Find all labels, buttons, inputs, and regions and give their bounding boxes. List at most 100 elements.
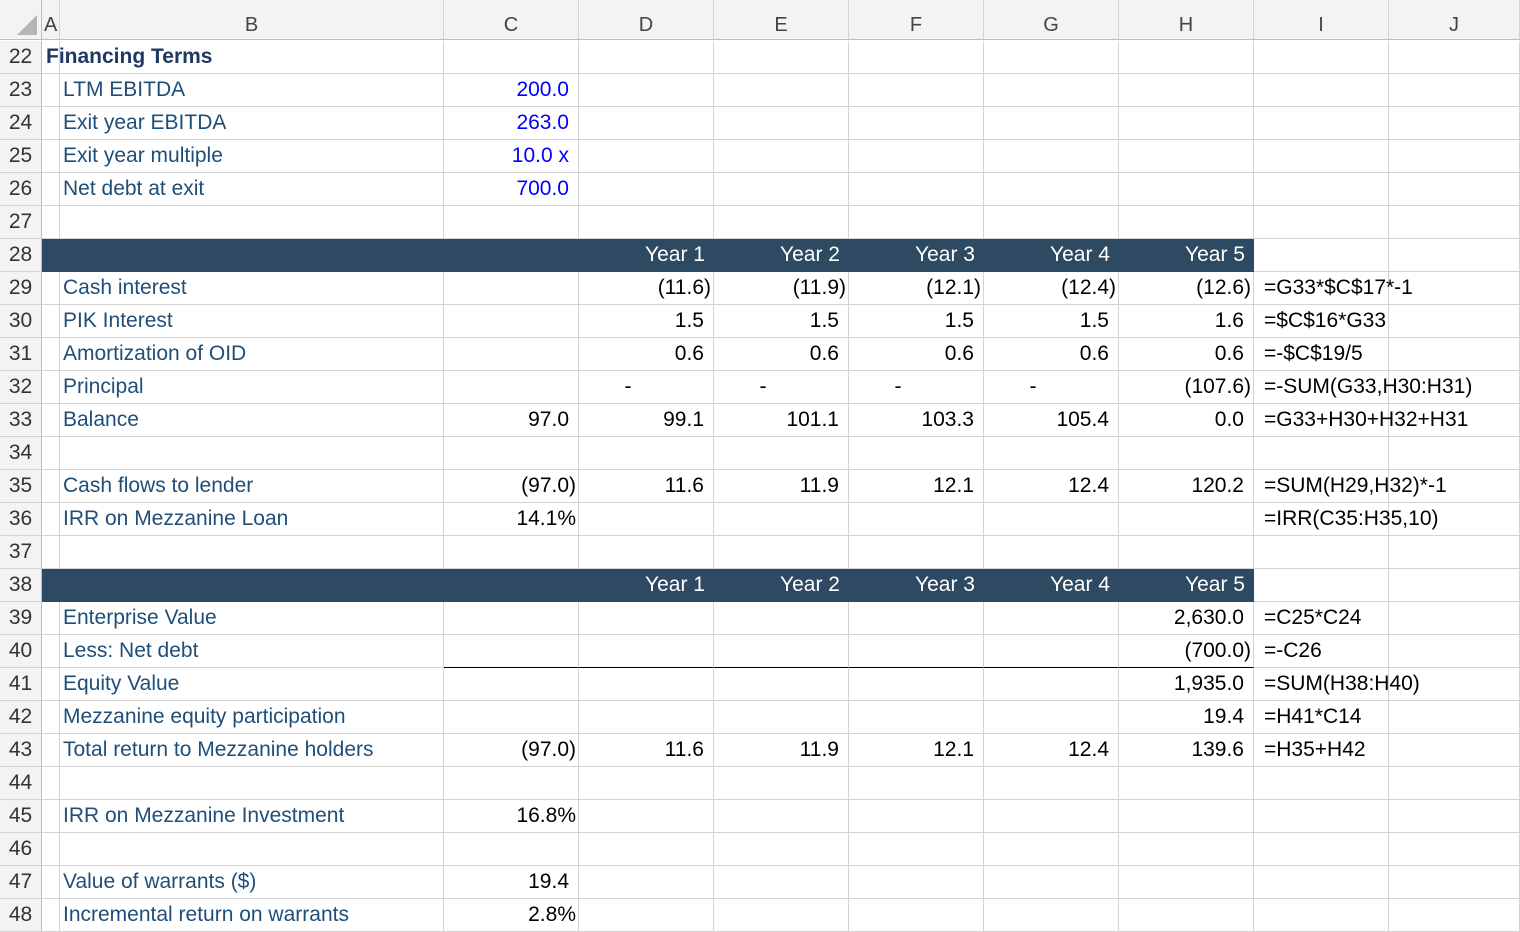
column-header-a[interactable]: A: [42, 0, 60, 40]
cell-c46[interactable]: [444, 833, 579, 866]
cell-g36[interactable]: [984, 503, 1119, 536]
cell-d24[interactable]: [579, 107, 714, 140]
cell-i34[interactable]: [1254, 437, 1389, 470]
cell-b34[interactable]: [60, 437, 444, 470]
cell-i38[interactable]: [1254, 569, 1389, 602]
cell-c34[interactable]: [444, 437, 579, 470]
cell-f44[interactable]: [849, 767, 984, 800]
cell-b25[interactable]: Exit year multiple: [60, 140, 444, 173]
cell-h27[interactable]: [1119, 206, 1254, 239]
cell-i48[interactable]: [1254, 899, 1389, 932]
cell-h44[interactable]: [1119, 767, 1254, 800]
row-header-22[interactable]: 22: [0, 41, 42, 74]
cell-b33[interactable]: Balance: [60, 404, 444, 437]
cell-b27[interactable]: [60, 206, 444, 239]
cell-d47[interactable]: [579, 866, 714, 899]
cell-h48[interactable]: [1119, 899, 1254, 932]
cell-g42[interactable]: [984, 701, 1119, 734]
cell-b45[interactable]: IRR on Mezzanine Investment: [60, 800, 444, 833]
cell-c29[interactable]: [444, 272, 579, 305]
cell-f45[interactable]: [849, 800, 984, 833]
cell-g23[interactable]: [984, 74, 1119, 107]
cell-d31[interactable]: 0.6: [579, 338, 714, 371]
cell-i33[interactable]: =G33+H30+H32+H31: [1254, 404, 1468, 437]
cell-i35[interactable]: =SUM(H29,H32)*-1: [1254, 470, 1447, 503]
cell-d48[interactable]: [579, 899, 714, 932]
cell-e45[interactable]: [714, 800, 849, 833]
row-header-28[interactable]: 28: [0, 239, 42, 272]
cell-j31[interactable]: [1389, 338, 1520, 371]
row-header-26[interactable]: 26: [0, 173, 42, 206]
cell-d44[interactable]: [579, 767, 714, 800]
row-header-32[interactable]: 32: [0, 371, 42, 404]
cell-h41[interactable]: 1,935.0: [1119, 668, 1254, 701]
cell-h39[interactable]: 2,630.0: [1119, 602, 1254, 635]
cell-i27[interactable]: [1254, 206, 1389, 239]
cell-j35[interactable]: [1389, 470, 1520, 503]
row-header-44[interactable]: 44: [0, 767, 42, 800]
cell-a26[interactable]: [42, 173, 60, 206]
cell-i25[interactable]: [1254, 140, 1389, 173]
cell-j25[interactable]: [1389, 140, 1520, 173]
cell-a27[interactable]: [42, 206, 60, 239]
cell-c24[interactable]: 263.0: [444, 107, 579, 140]
cell-c47[interactable]: 19.4: [444, 866, 579, 899]
column-header-g[interactable]: G: [984, 0, 1119, 40]
cell-a23[interactable]: [42, 74, 60, 107]
cell-b42[interactable]: Mezzanine equity participation: [60, 701, 444, 734]
cell-e34[interactable]: [714, 437, 849, 470]
cell-d23[interactable]: [579, 74, 714, 107]
cell-i40[interactable]: =-C26: [1254, 635, 1389, 668]
column-header-j[interactable]: J: [1389, 0, 1520, 40]
cell-e46[interactable]: [714, 833, 849, 866]
column-header-i[interactable]: I: [1254, 0, 1389, 40]
cell-i29[interactable]: =G33*$C$17*-1: [1254, 272, 1413, 305]
cell-g28[interactable]: Year 4: [984, 239, 1119, 272]
cell-b22[interactable]: Financing Terms: [42, 41, 444, 74]
cell-b31[interactable]: Amortization of OID: [60, 338, 444, 371]
row-header-36[interactable]: 36: [0, 503, 42, 536]
cell-d25[interactable]: [579, 140, 714, 173]
column-header-e[interactable]: E: [714, 0, 849, 40]
cell-f23[interactable]: [849, 74, 984, 107]
cell-a40[interactable]: [42, 635, 60, 668]
row-header-25[interactable]: 25: [0, 140, 42, 173]
cell-h22[interactable]: [1119, 41, 1254, 74]
cell-e32[interactable]: -: [714, 371, 849, 404]
cell-j28[interactable]: [1389, 239, 1520, 272]
cell-g39[interactable]: [984, 602, 1119, 635]
cell-b28[interactable]: [60, 239, 444, 272]
cell-c31[interactable]: [444, 338, 579, 371]
cell-e39[interactable]: [714, 602, 849, 635]
cell-e42[interactable]: [714, 701, 849, 734]
cell-c27[interactable]: [444, 206, 579, 239]
cell-c33[interactable]: 97.0: [444, 404, 579, 437]
cell-e28[interactable]: Year 2: [714, 239, 849, 272]
cell-g43[interactable]: 12.4: [984, 734, 1119, 767]
row-header-24[interactable]: 24: [0, 107, 42, 140]
cell-d29[interactable]: (11.6): [579, 272, 714, 305]
cell-j36[interactable]: [1389, 503, 1520, 536]
cell-b38[interactable]: [60, 569, 444, 602]
cell-a38[interactable]: [42, 569, 60, 602]
cell-e24[interactable]: [714, 107, 849, 140]
column-header-c[interactable]: C: [444, 0, 579, 40]
cell-j33[interactable]: [1389, 404, 1520, 437]
cell-a45[interactable]: [42, 800, 60, 833]
cell-j22[interactable]: [1389, 41, 1520, 74]
cell-c36[interactable]: 14.1%: [444, 503, 579, 536]
cell-h36[interactable]: [1119, 503, 1254, 536]
cell-g31[interactable]: 0.6: [984, 338, 1119, 371]
cell-c39[interactable]: [444, 602, 579, 635]
cell-b40[interactable]: Less: Net debt: [60, 635, 444, 668]
row-header-35[interactable]: 35: [0, 470, 42, 503]
cell-i44[interactable]: [1254, 767, 1389, 800]
cell-d22[interactable]: [579, 41, 714, 74]
cell-h28[interactable]: Year 5: [1119, 239, 1254, 272]
column-header-f[interactable]: F: [849, 0, 984, 40]
cell-f33[interactable]: 103.3: [849, 404, 984, 437]
cell-f47[interactable]: [849, 866, 984, 899]
cell-j30[interactable]: [1389, 305, 1520, 338]
cell-h45[interactable]: [1119, 800, 1254, 833]
cell-f27[interactable]: [849, 206, 984, 239]
